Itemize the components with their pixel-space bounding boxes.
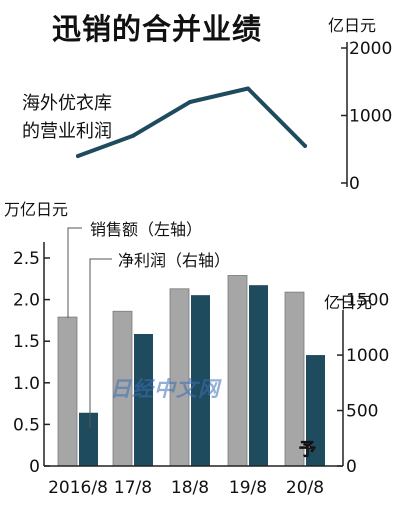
bar-sales bbox=[227, 275, 248, 467]
line-point bbox=[188, 100, 192, 104]
bar-net-profit bbox=[134, 333, 153, 466]
bar-chart-right-tick-label: 0 bbox=[346, 457, 357, 477]
line-point bbox=[246, 86, 250, 91]
line-chart-title-line2: 的营业利润 bbox=[22, 121, 112, 142]
bar-chart-left-tick-label: 2.0 bbox=[13, 291, 40, 311]
line-chart-y-tick-label: 1000 bbox=[349, 107, 392, 127]
bar-chart-x-tick-label: 17/8 bbox=[114, 478, 152, 498]
line-chart-title-line1: 海外优衣库 bbox=[22, 93, 112, 114]
bar-chart-right-tick-label: 1500 bbox=[346, 291, 389, 311]
bar-chart-x-tick-label: 2016/8 bbox=[48, 478, 108, 498]
bar-chart-left-tick-label: 1.5 bbox=[13, 332, 40, 352]
line-chart-y-tick-label: 0 bbox=[349, 174, 360, 194]
bar-sales bbox=[57, 316, 78, 467]
forecast-annotation: 予 bbox=[299, 440, 316, 460]
line-chart-y-tick-label: 2000 bbox=[349, 39, 392, 59]
watermark: 日经中文网 bbox=[110, 377, 220, 401]
bar-chart-x-tick-label: 20/8 bbox=[286, 478, 324, 498]
bar-chart-right-tick-label: 1000 bbox=[346, 346, 389, 366]
bar-chart-x-tick-label: 19/8 bbox=[229, 478, 267, 498]
legend-profit-leader bbox=[89, 258, 112, 428]
line-chart-ylabel: 亿日元 bbox=[328, 16, 377, 35]
line-point bbox=[131, 133, 135, 138]
bar-net-profit bbox=[249, 285, 268, 466]
bar-chart-x-tick-label: 18/8 bbox=[171, 478, 209, 498]
bar-net-profit bbox=[306, 355, 325, 466]
bar-chart-left-tick-label: 1.0 bbox=[13, 374, 40, 394]
bar-net-profit bbox=[191, 295, 210, 466]
bar-net-profit bbox=[79, 412, 98, 466]
bar-chart-ylabel-left: 万亿日元 bbox=[4, 200, 69, 219]
line-series-operating-profit bbox=[76, 86, 307, 158]
line-point bbox=[76, 154, 80, 158]
legend-sales: 销售额（左轴） bbox=[90, 220, 203, 239]
line-point bbox=[303, 143, 307, 148]
legend-sales-leader bbox=[67, 227, 82, 318]
bar-chart-left-tick-label: 2.5 bbox=[13, 249, 40, 269]
bar-chart-left-tick-label: 0 bbox=[29, 457, 40, 477]
bar-chart-left-tick-label: 0.5 bbox=[13, 415, 40, 435]
legend-profit: 净利润（右轴） bbox=[118, 251, 231, 270]
page-title: 迅销的合并业绩 bbox=[52, 12, 263, 46]
bar-chart-ylabel-right: 亿日元 bbox=[324, 293, 373, 312]
bar-chart-right-tick-label: 500 bbox=[346, 402, 378, 422]
